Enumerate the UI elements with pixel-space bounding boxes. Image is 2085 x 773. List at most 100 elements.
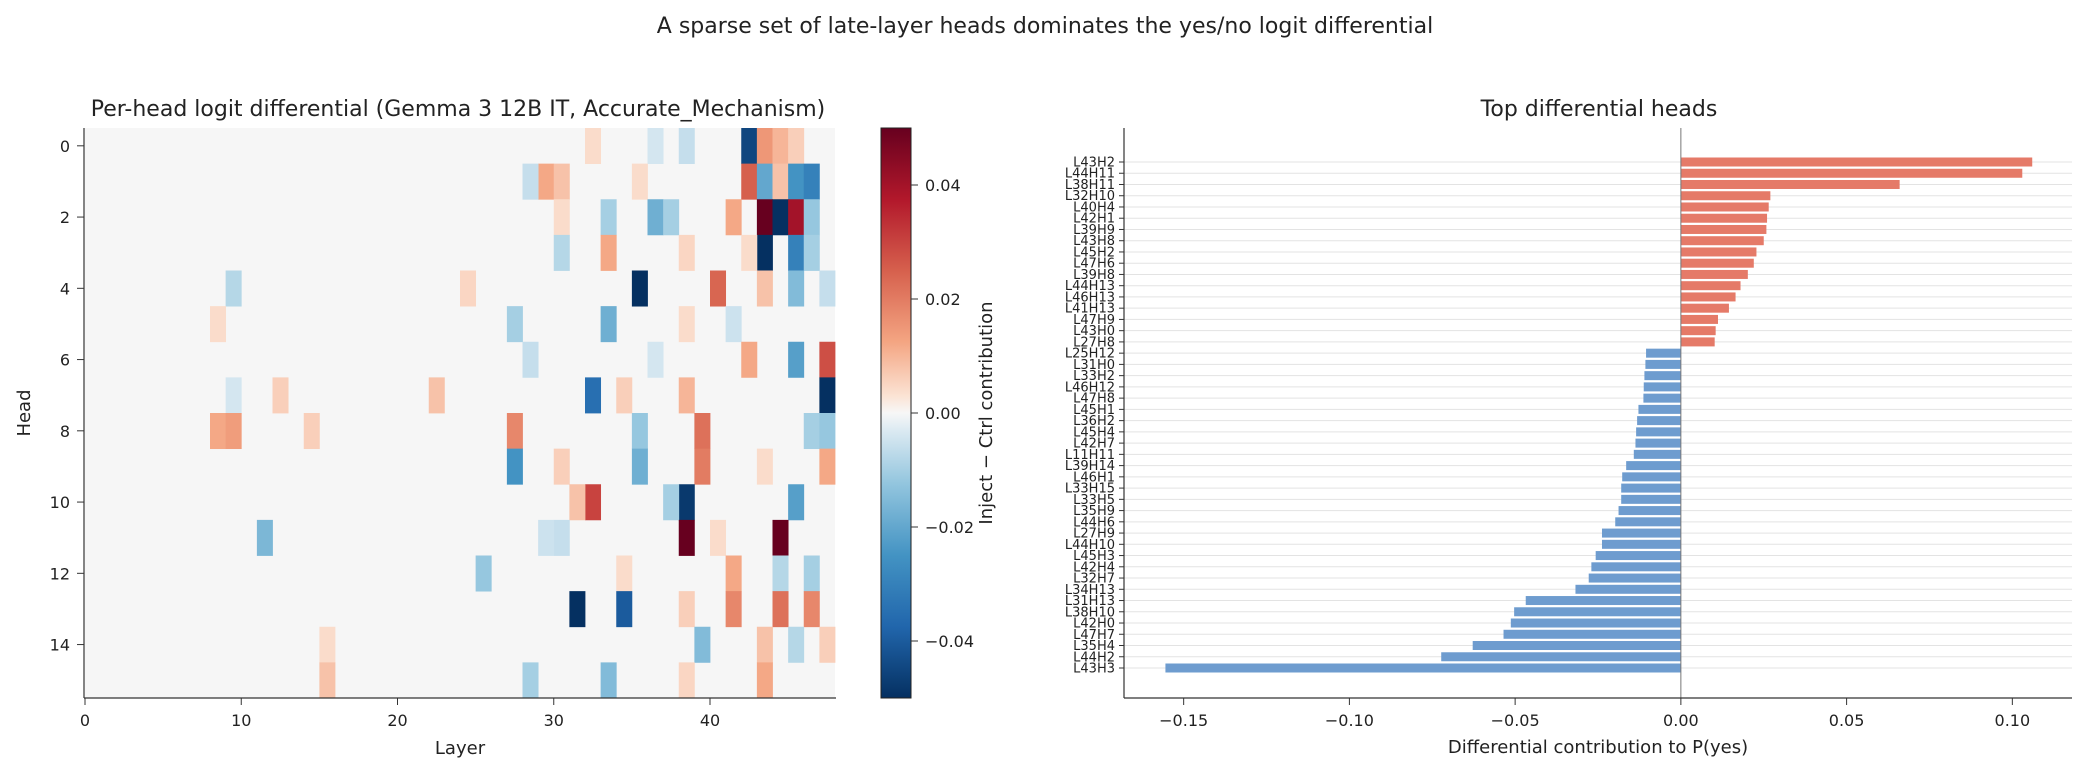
heatmap-y-tick-label: 14 <box>50 636 70 655</box>
heatmap-y-ticks: 0 2 4 6 8 10 12 14 <box>50 137 84 655</box>
heatmap-cell <box>725 591 742 628</box>
heatmap-cell <box>788 234 805 271</box>
bar-l44h13 <box>1680 281 1741 291</box>
heatmap-cell <box>616 591 633 628</box>
heatmap-cell <box>553 448 570 485</box>
colorbar-tick-label: 0.04 <box>925 176 961 195</box>
bar-y-tick-label: L42H1 <box>1073 212 1115 227</box>
heatmap-cell <box>803 555 820 592</box>
heatmap-x-tick-label: 10 <box>231 711 251 730</box>
heatmap-cell <box>616 377 633 414</box>
bar-x-tick-label: −0.15 <box>1159 711 1208 730</box>
bar-l46h12 <box>1643 382 1681 392</box>
bar-l25h12 <box>1646 348 1681 358</box>
heatmap-cell <box>772 555 789 592</box>
bar-y-tick-label: L25H12 <box>1065 347 1115 362</box>
heatmap-cell <box>788 484 805 521</box>
bar-y-tick-label: L45H4 <box>1073 425 1115 440</box>
heatmap-cell <box>756 234 773 271</box>
heatmap-cell <box>475 555 492 592</box>
bar-l41h13 <box>1680 303 1729 313</box>
heatmap-cell <box>756 163 773 200</box>
figure-suptitle: A sparse set of late-layer heads dominat… <box>657 14 1433 39</box>
heatmap-y-tick-label: 4 <box>60 279 70 298</box>
bar-l40h4 <box>1680 202 1769 212</box>
bar-l45h2 <box>1680 247 1757 257</box>
bar-l32h10 <box>1680 191 1771 201</box>
heatmap-cell <box>256 519 273 556</box>
bar-series <box>1165 157 2033 673</box>
bar-y-tick-label: L47H7 <box>1073 628 1115 643</box>
bar-l42h4 <box>1591 562 1681 572</box>
bar-l34h13 <box>1575 584 1681 594</box>
bar-y-tick-label: L42H4 <box>1073 560 1115 575</box>
heatmap-cell <box>647 199 664 236</box>
heatmap-x-ticks: 0 10 20 30 40 <box>80 698 720 730</box>
bar-l46h1 <box>1622 472 1681 482</box>
heatmap-cell <box>569 591 586 628</box>
heatmap-cell <box>569 484 586 521</box>
heatmap-y-tick-label: 8 <box>60 422 70 441</box>
bar-l35h9 <box>1618 506 1681 516</box>
heatmap-cell <box>460 270 477 307</box>
bar-y-tick-label: L39H8 <box>1073 268 1115 283</box>
heatmap-cell <box>522 341 539 378</box>
colorbar-tick-label: −0.02 <box>925 518 974 537</box>
bar-l36h2 <box>1637 416 1681 426</box>
bar-y-tick-label: L43H8 <box>1073 234 1115 249</box>
heatmap-cell <box>225 413 242 450</box>
bar-y-tick-label: L44H11 <box>1065 167 1115 182</box>
heatmap-cell <box>600 199 617 236</box>
bar-x-tick-label: −0.10 <box>1325 711 1374 730</box>
bar-y-tick-label: L35H4 <box>1073 639 1115 654</box>
heatmap-cell <box>553 199 570 236</box>
bar-y-tick-label: L46H1 <box>1073 470 1115 485</box>
heatmap-cell <box>553 163 570 200</box>
heatmap-cell <box>741 341 758 378</box>
heatmap-cell <box>772 199 789 236</box>
heatmap-cell <box>803 234 820 271</box>
bar-l27h8 <box>1680 337 1715 347</box>
bar-y-tick-label: L44H13 <box>1065 279 1115 294</box>
heatmap-x-label: Layer <box>435 738 486 759</box>
heatmap-cell <box>631 163 648 200</box>
heatmap-cell <box>522 662 539 699</box>
heatmap-y-tick-label: 0 <box>60 137 70 156</box>
bar-y-tick-label: L27H8 <box>1073 335 1115 350</box>
bar-l11h11 <box>1633 449 1681 459</box>
bar-y-tick-label: L45H1 <box>1073 403 1115 418</box>
bar-l33h2 <box>1644 371 1681 381</box>
heatmap-cell <box>210 306 227 343</box>
colorbar-tick-label: 0.00 <box>925 404 961 423</box>
colorbar-label: Inject − Ctrl contribution <box>976 301 997 524</box>
heatmap-cell <box>803 199 820 236</box>
heatmap-cell <box>647 341 664 378</box>
bar-l31h0 <box>1645 359 1681 369</box>
heatmap-cell <box>756 448 773 485</box>
bar-y-tick-label: L44H6 <box>1073 515 1115 530</box>
bar-l31h13 <box>1525 596 1681 606</box>
bar-l39h14 <box>1626 461 1681 471</box>
bar-y-tick-label: L34H13 <box>1065 583 1115 598</box>
heatmap-cell <box>710 519 727 556</box>
bar-x-tick-label: 0.05 <box>1829 711 1865 730</box>
bar-x-label: Differential contribution to P(yes) <box>1448 737 1748 758</box>
bar-y-tick-label: L43H3 <box>1073 662 1115 677</box>
heatmap-cells <box>210 128 836 699</box>
colorbar-tick-label: −0.04 <box>925 632 974 651</box>
bar-l42h1 <box>1680 213 1768 223</box>
heatmap-cell <box>553 234 570 271</box>
bar-x-tick-label: 0.10 <box>1995 711 2031 730</box>
bar-l35h4 <box>1472 641 1681 651</box>
bar-x-tick-label: −0.05 <box>1491 711 1540 730</box>
heatmap-cell <box>506 306 523 343</box>
heatmap-cell <box>819 270 836 307</box>
bar-y-tick-label: L47H9 <box>1073 313 1115 328</box>
heatmap-cell <box>585 377 602 414</box>
bar-y-tick-label: L44H2 <box>1073 650 1115 665</box>
bar-y-tick-label: L43H2 <box>1073 156 1115 171</box>
heatmap-cell <box>678 128 695 165</box>
heatmap-cell <box>663 484 680 521</box>
heatmap-cell <box>756 270 773 307</box>
bar-y-tick-label: L31H0 <box>1073 358 1115 373</box>
